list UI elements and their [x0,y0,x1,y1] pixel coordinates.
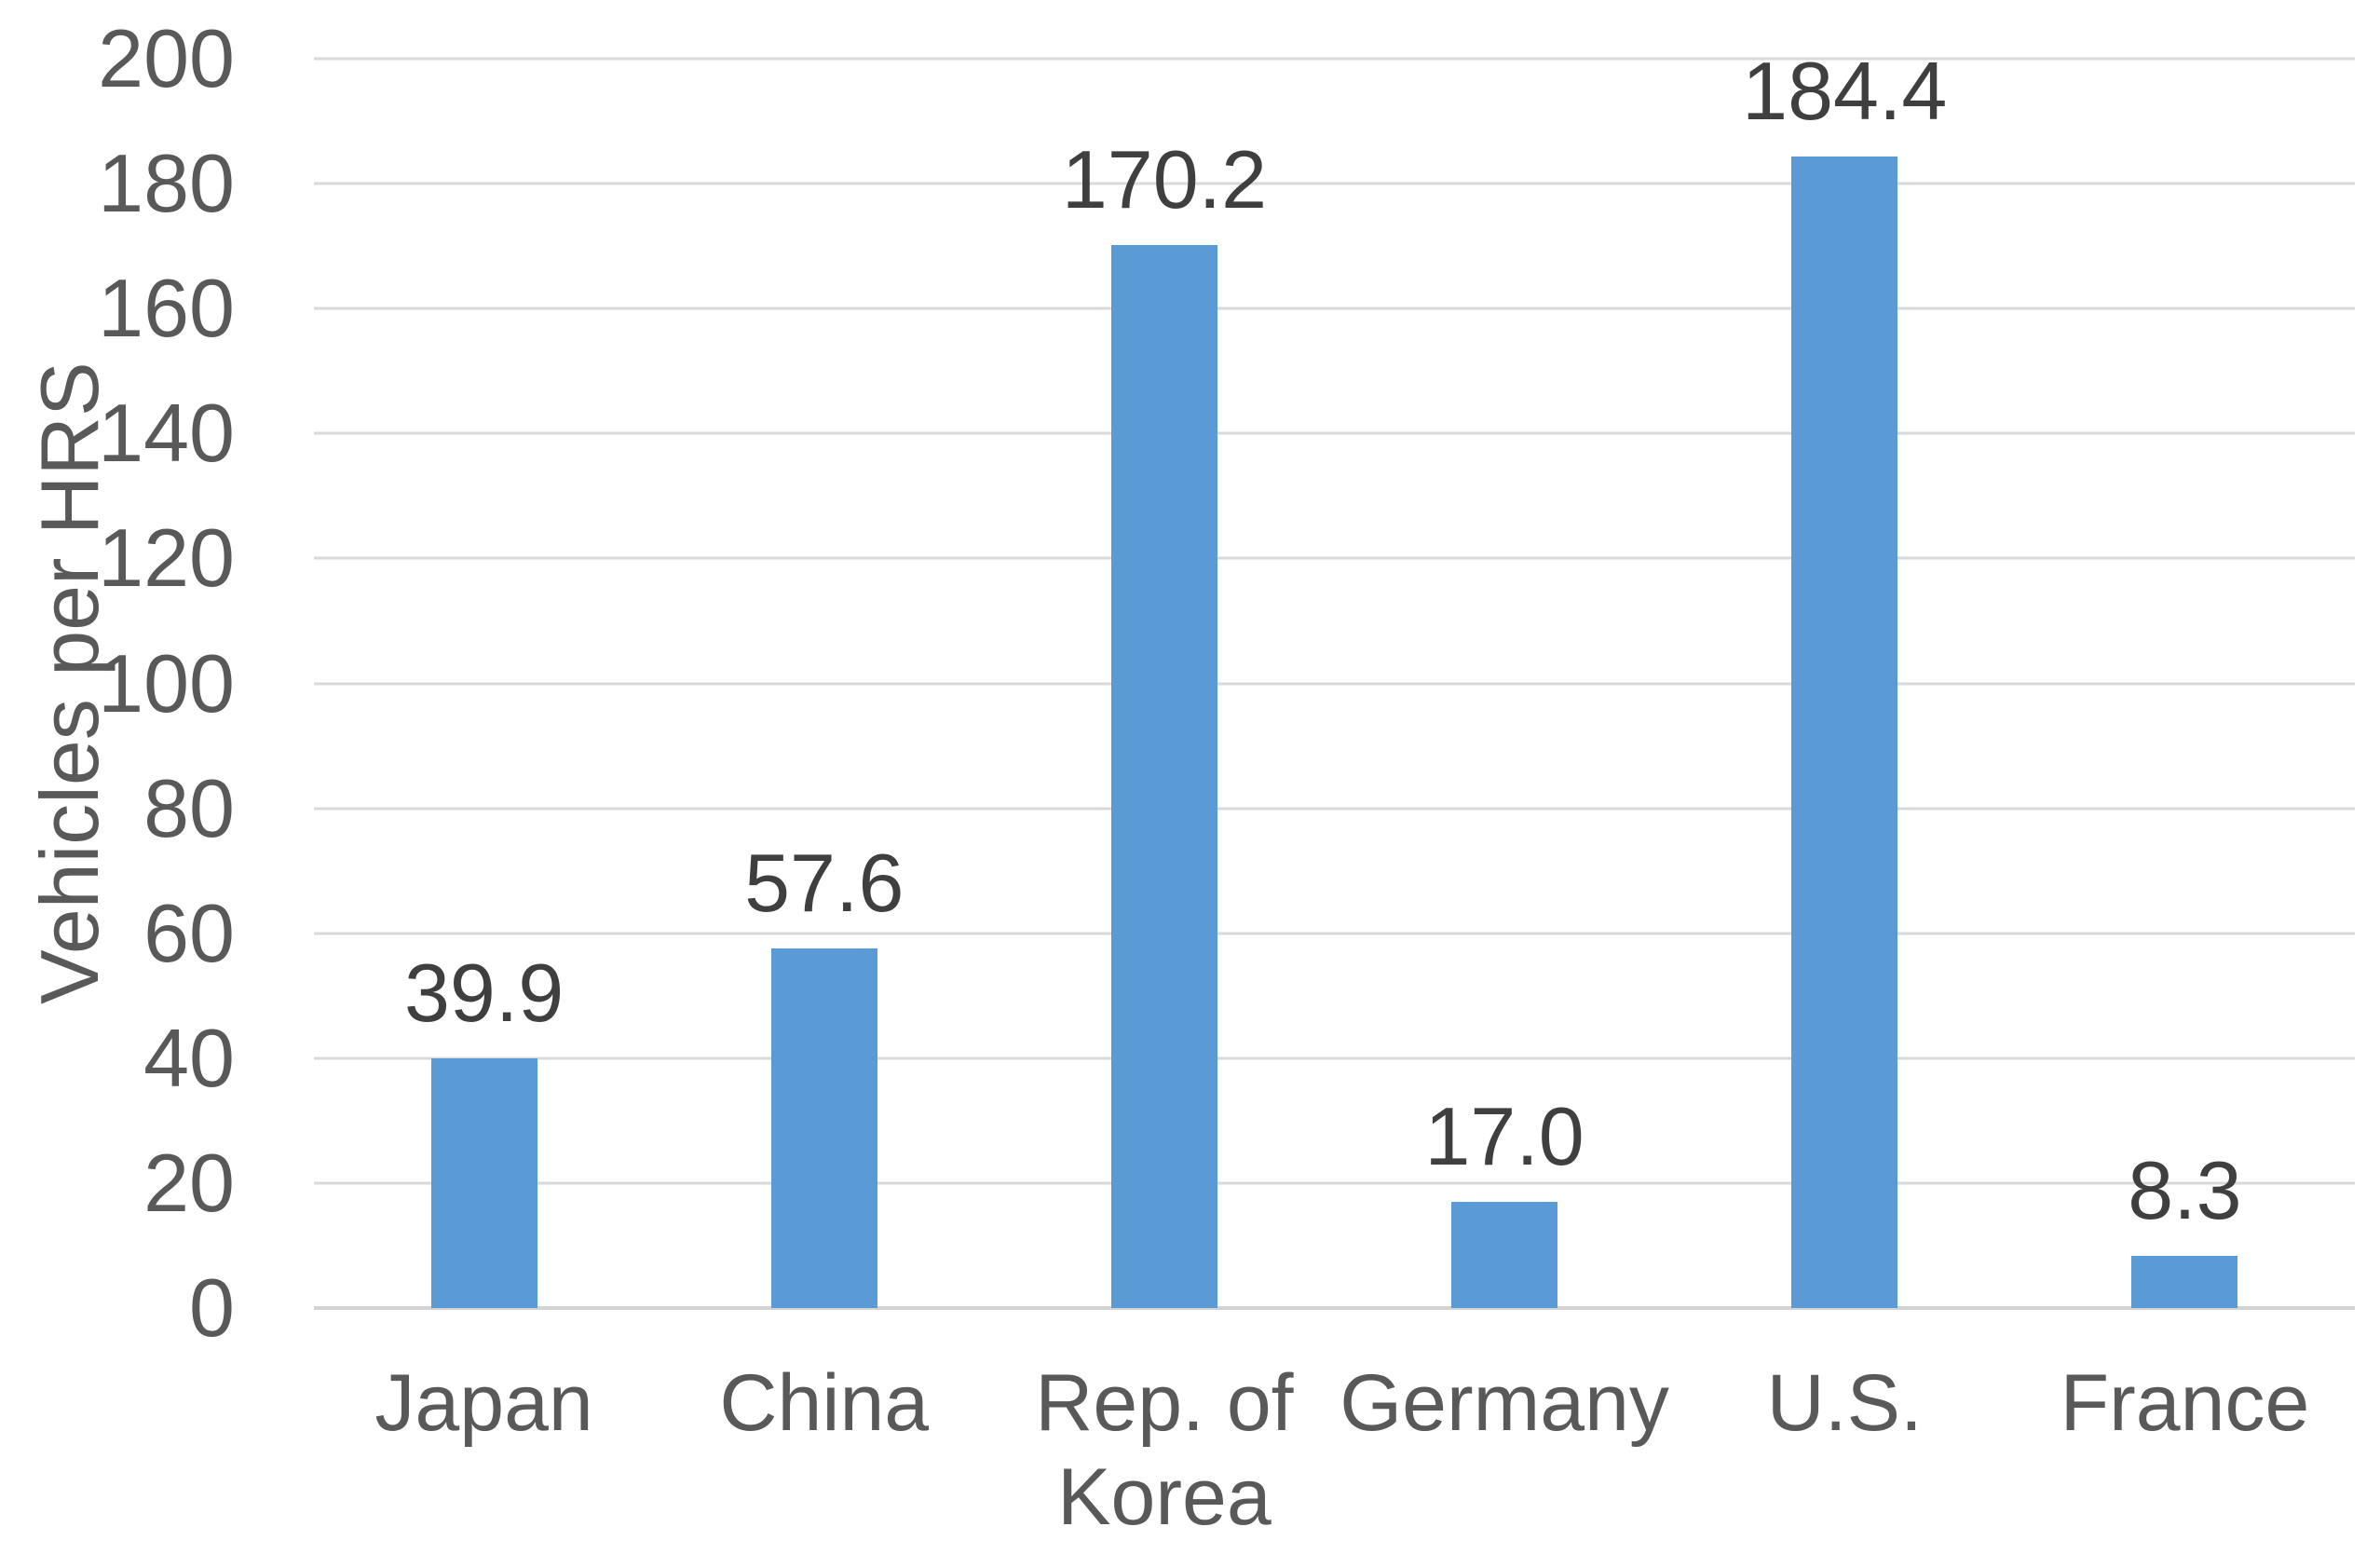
gridline-20 [314,1181,2355,1185]
bar-value-label: 170.2 [1061,132,1268,225]
gridline-80 [314,807,2355,811]
bar-value-label: 57.6 [744,836,904,929]
x-axis-category-labels: Japan China Rep. of Korea Germany U.S. France [314,1308,2355,1546]
category-label: Germany [1340,1358,1669,1448]
y-tick-label-0: 0 [189,1261,235,1354]
bar-slot-2: 57.6 [654,59,994,1308]
gridline-140 [314,431,2355,435]
y-tick-label-20: 20 [143,1136,235,1229]
gridline-160 [314,307,2355,310]
gridline-60 [314,932,2355,935]
bar [430,1058,537,1308]
bar-slot-1: 39.9 [314,59,654,1308]
category-label: France [2060,1358,2310,1448]
gridline-180 [314,182,2355,185]
bar [1451,1202,1558,1308]
bar-slot-4: 17.0 [1335,59,1675,1308]
y-tick-label-160: 160 [98,262,235,355]
plot-area: 39.9 57.6 170.2 17.0 184.4 8.3 [314,49,2355,1310]
bar-series: 39.9 57.6 170.2 17.0 184.4 8.3 [314,49,2355,1308]
bar-value-label: 184.4 [1742,44,1948,137]
bar [1110,244,1217,1308]
gridline-120 [314,556,2355,560]
y-tick-label-40: 40 [143,1011,235,1104]
gridline-40 [314,1056,2355,1060]
gridline-100 [314,682,2355,685]
y-tick-label-120: 120 [98,511,235,605]
y-tick-label-140: 140 [98,387,235,480]
bar [1791,156,1898,1308]
bar [770,947,877,1308]
gridline-0 [314,1306,2355,1310]
y-tick-label-100: 100 [98,636,235,729]
category-label: U.S. [1766,1358,1923,1448]
bar-value-label: 17.0 [1424,1090,1584,1183]
gridline-200 [314,57,2355,61]
y-tick-label-60: 60 [143,886,235,979]
bar-value-label: 39.9 [403,947,564,1040]
category-label: China [719,1358,930,1448]
bar-slot-6: 8.3 [2015,59,2355,1308]
bar-value-label: 8.3 [2128,1144,2242,1237]
y-tick-label-80: 80 [143,761,235,854]
category-label: Rep. of Korea [1035,1358,1294,1543]
bar-slot-3: 170.2 [994,59,1334,1308]
category-label: Japan [374,1358,593,1448]
bar [2131,1256,2238,1308]
y-tick-label-200: 200 [98,12,235,104]
y-axis-tick-labels: 0 20 40 60 80 100 120 140 160 180 200 [0,18,235,1349]
bar-slot-5: 184.4 [1675,49,2015,1308]
y-tick-label-180: 180 [98,137,235,230]
